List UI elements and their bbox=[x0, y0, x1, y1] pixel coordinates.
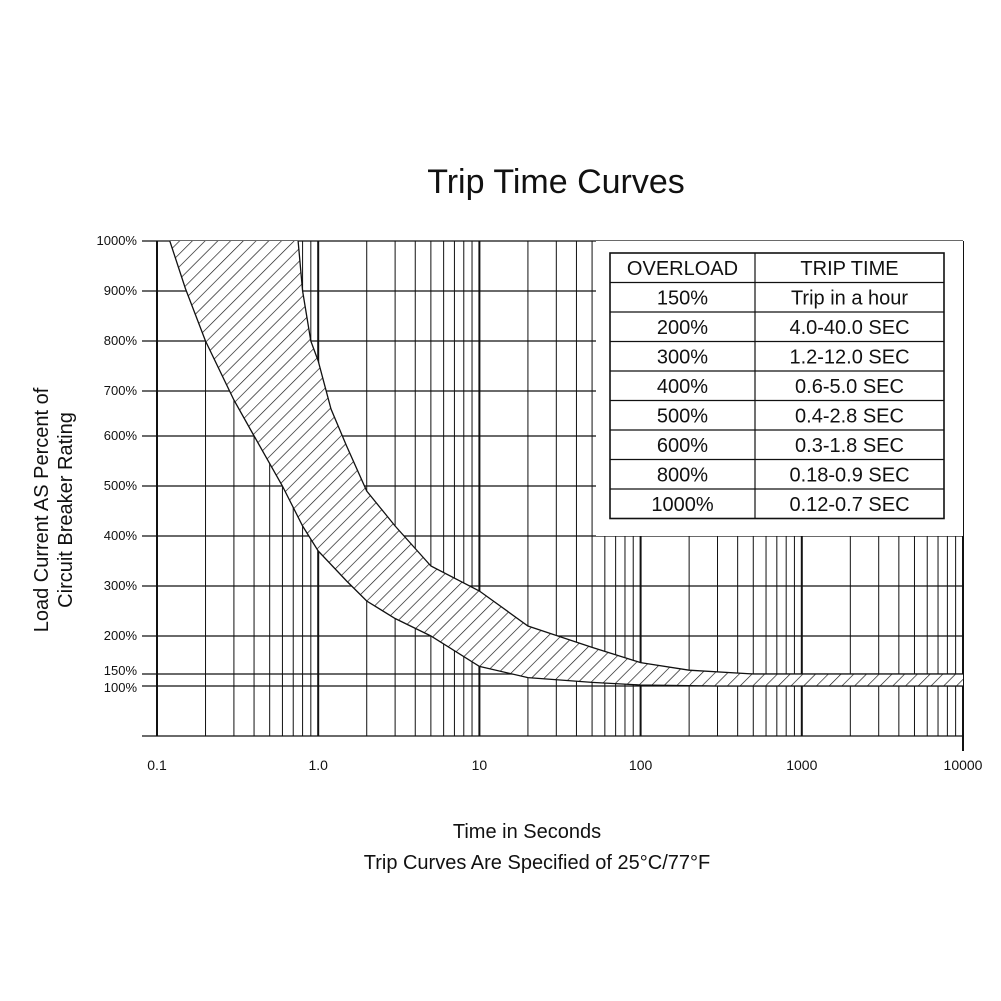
table-cell-trip-time: 0.18-0.9 SEC bbox=[789, 464, 909, 486]
table-cell-overload: 1000% bbox=[651, 494, 713, 516]
y-tick-label: 200% bbox=[104, 628, 138, 643]
y-tick-label: 800% bbox=[104, 333, 138, 348]
x-tick-label: 10 bbox=[472, 757, 488, 773]
y-tick-label: 300% bbox=[104, 578, 138, 593]
y-tick-label: 400% bbox=[104, 528, 138, 543]
table-cell-trip-time: Trip in a hour bbox=[791, 287, 908, 309]
y-tick-labels: 1000% 900% 800% 700% 600% 500% 400% 300% 200% 150… bbox=[97, 233, 138, 695]
table-cell-overload: 600% bbox=[657, 435, 708, 457]
y-axis-label: Load Current AS Percent of Circuit Break… bbox=[31, 387, 77, 632]
x-tick-label: 100 bbox=[629, 757, 653, 773]
upper-curve bbox=[297, 240, 963, 675]
table-cell-overload: 150% bbox=[657, 287, 708, 309]
table-cell-trip-time: 0.4-2.8 SEC bbox=[795, 405, 904, 427]
y-tick-label: 500% bbox=[104, 478, 138, 493]
y-tick-label: 900% bbox=[104, 283, 138, 298]
overload-table: OVERLOAD TRIP TIME 150% Trip in a hour 200% 4… bbox=[596, 241, 963, 536]
chart-title: Trip Time Curves bbox=[427, 163, 685, 201]
y-tick-label: 700% bbox=[104, 383, 138, 398]
trip-band-fill bbox=[169, 241, 964, 686]
y-tick-label: 1000% bbox=[97, 233, 138, 248]
y-tick-label: 150% bbox=[104, 663, 138, 678]
table-cell-overload: 800% bbox=[657, 464, 708, 486]
table-header-overload: OVERLOAD bbox=[627, 258, 738, 280]
y-tick-label: 100% bbox=[104, 680, 138, 695]
table-cell-overload: 400% bbox=[657, 376, 708, 398]
x-tick-label: 10000 bbox=[944, 757, 983, 773]
y-tick-label: 600% bbox=[104, 428, 138, 443]
table-cell-trip-time: 0.6-5.0 SEC bbox=[795, 376, 904, 398]
x-tick-label: 1000 bbox=[786, 757, 817, 773]
table-header-trip-time: TRIP TIME bbox=[800, 258, 898, 280]
chart-subtitle: Trip Curves Are Specified of 25°C/77°F bbox=[364, 852, 711, 874]
table-cell-trip-time: 4.0-40.0 SEC bbox=[789, 317, 909, 339]
table-cell-overload: 200% bbox=[657, 317, 708, 339]
table-cell-trip-time: 0.3-1.8 SEC bbox=[795, 435, 904, 457]
lower-curve bbox=[169, 240, 963, 687]
table-cell-overload: 500% bbox=[657, 405, 708, 427]
x-tick-label: 0.1 bbox=[147, 757, 167, 773]
x-tick-labels: 0.1 1.0 10 100 1000 10000 bbox=[147, 757, 982, 773]
trip-band bbox=[169, 240, 964, 687]
table-cell-trip-time: 1.2-12.0 SEC bbox=[789, 346, 909, 368]
x-tick-label: 1.0 bbox=[308, 757, 328, 773]
y-axis-label-line1: Load Current AS Percent of bbox=[31, 387, 53, 632]
y-axis-label-line2: Circuit Breaker Rating bbox=[55, 412, 77, 608]
x-axis-label: Time in Seconds bbox=[453, 821, 601, 843]
table-border bbox=[609, 252, 945, 520]
table-cell-trip-time: 0.12-0.7 SEC bbox=[789, 494, 909, 516]
table-cell-overload: 300% bbox=[657, 346, 708, 368]
